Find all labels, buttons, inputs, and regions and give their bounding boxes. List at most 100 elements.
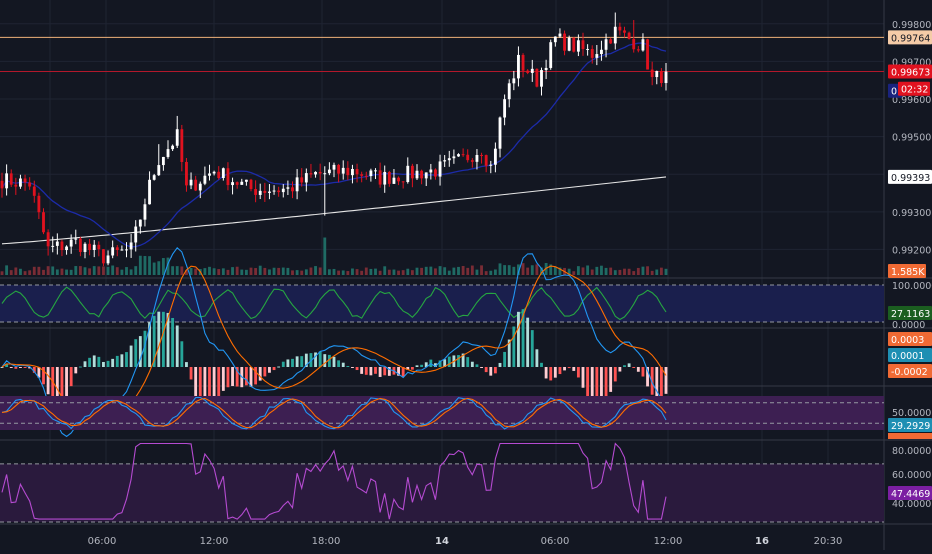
candle-body[interactable]	[337, 164, 341, 174]
candle-body[interactable]	[355, 168, 359, 175]
candle-body[interactable]	[576, 40, 580, 52]
candle-body[interactable]	[341, 167, 345, 174]
candle-body[interactable]	[65, 246, 68, 251]
candle-body[interactable]	[493, 148, 497, 165]
candle-body[interactable]	[198, 183, 202, 191]
candle-body[interactable]	[600, 49, 603, 55]
candle-body[interactable]	[286, 187, 290, 189]
candle-body[interactable]	[111, 247, 115, 256]
candle-body[interactable]	[457, 154, 460, 157]
candle-body[interactable]	[42, 212, 45, 233]
candle-body[interactable]	[208, 173, 211, 176]
candle-body[interactable]	[512, 78, 516, 84]
candle-body[interactable]	[360, 174, 364, 176]
candle-body[interactable]	[447, 158, 451, 161]
candle-body[interactable]	[498, 117, 502, 149]
candle-body[interactable]	[401, 181, 405, 183]
candle-body[interactable]	[102, 249, 105, 264]
candle-body[interactable]	[240, 181, 244, 185]
candle-body[interactable]	[415, 170, 419, 179]
candle-body[interactable]	[553, 36, 557, 43]
candle-body[interactable]	[507, 83, 511, 100]
candle-body[interactable]	[567, 37, 571, 51]
candle-body[interactable]	[346, 167, 350, 176]
candle-body[interactable]	[378, 170, 382, 185]
candle-body[interactable]	[309, 173, 313, 175]
candle-body[interactable]	[60, 241, 64, 251]
candle-body[interactable]	[92, 244, 96, 250]
candle-body[interactable]	[535, 68, 539, 87]
candle-body[interactable]	[387, 171, 391, 184]
candle-body[interactable]	[655, 71, 659, 78]
candle-body[interactable]	[0, 180, 4, 189]
candle-body[interactable]	[14, 184, 18, 187]
candle-body[interactable]	[166, 149, 170, 157]
candle-body[interactable]	[171, 145, 175, 150]
candle-body[interactable]	[318, 171, 322, 174]
candle-body[interactable]	[277, 190, 281, 193]
candle-body[interactable]	[369, 170, 373, 177]
candle-body[interactable]	[32, 186, 36, 196]
candle-body[interactable]	[148, 179, 151, 205]
candle-body[interactable]	[563, 33, 566, 51]
candle-body[interactable]	[161, 156, 165, 166]
candle-body[interactable]	[632, 38, 636, 50]
candle-body[interactable]	[424, 172, 428, 179]
candle-body[interactable]	[475, 154, 479, 162]
candle-body[interactable]	[9, 173, 13, 185]
candle-body[interactable]	[129, 242, 133, 250]
candle-body[interactable]	[595, 54, 599, 58]
candle-body[interactable]	[646, 39, 649, 70]
candle-body[interactable]	[443, 160, 447, 162]
candle-body[interactable]	[295, 177, 299, 192]
candle-body[interactable]	[212, 171, 216, 174]
candle-body[interactable]	[37, 195, 41, 213]
candle-body[interactable]	[74, 238, 78, 240]
candle-body[interactable]	[217, 171, 221, 179]
candle-body[interactable]	[134, 226, 138, 243]
candle-body[interactable]	[327, 169, 331, 174]
candle-body[interactable]	[323, 173, 327, 175]
candle-body[interactable]	[392, 177, 396, 184]
candle-body[interactable]	[226, 168, 230, 186]
candle-body[interactable]	[526, 70, 530, 73]
candle-body[interactable]	[438, 161, 442, 177]
candle-body[interactable]	[231, 182, 234, 186]
candle-body[interactable]	[590, 48, 594, 58]
candle-body[interactable]	[244, 179, 248, 182]
candle-body[interactable]	[28, 182, 32, 187]
candle-body[interactable]	[544, 67, 548, 71]
candle-body[interactable]	[332, 164, 336, 170]
candle-body[interactable]	[97, 244, 101, 250]
candle-body[interactable]	[152, 175, 156, 180]
candle-body[interactable]	[558, 33, 562, 37]
candle-body[interactable]	[420, 170, 424, 179]
candle-body[interactable]	[659, 71, 663, 84]
candle-body[interactable]	[452, 156, 456, 159]
candle-body[interactable]	[540, 70, 543, 87]
candle-body[interactable]	[23, 178, 27, 183]
candle-body[interactable]	[406, 165, 410, 182]
candle-body[interactable]	[480, 154, 483, 156]
candle-body[interactable]	[194, 179, 198, 191]
candle-body[interactable]	[618, 26, 622, 31]
candle-body[interactable]	[249, 179, 253, 190]
stoch-rsi-panel[interactable]	[0, 396, 884, 430]
candle-body[interactable]	[254, 189, 258, 195]
candle-body[interactable]	[383, 171, 387, 185]
candle-body[interactable]	[281, 188, 285, 193]
candle-body[interactable]	[189, 179, 193, 186]
candle-body[interactable]	[143, 204, 147, 220]
candle-body[interactable]	[125, 249, 128, 251]
candle-body[interactable]	[138, 219, 142, 227]
candle-body[interactable]	[83, 243, 87, 252]
candle-body[interactable]	[530, 68, 534, 73]
candle-body[interactable]	[470, 160, 474, 162]
candle-body[interactable]	[484, 155, 488, 166]
price-panel[interactable]	[0, 12, 884, 267]
candle-body[interactable]	[185, 161, 188, 186]
candle-body[interactable]	[613, 26, 617, 44]
candle-body[interactable]	[272, 190, 276, 192]
candle-body[interactable]	[51, 245, 55, 247]
